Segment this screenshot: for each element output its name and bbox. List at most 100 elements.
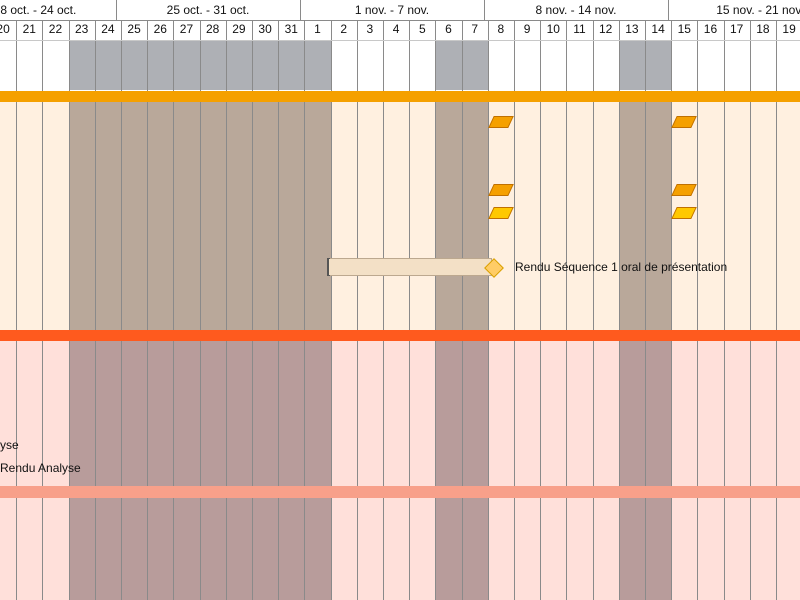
- weekend-header-cell: [121, 40, 148, 90]
- task-label: Rendu Séquence 1 oral de présentation: [515, 260, 728, 274]
- orange-cell: [435, 102, 462, 330]
- header-cell: [592, 40, 619, 90]
- weekend-header-cell: [147, 40, 174, 90]
- day-label: 2: [340, 22, 348, 36]
- grid-line: [540, 20, 541, 600]
- grid-line: [357, 20, 358, 600]
- day-label: 4: [392, 22, 400, 36]
- day-label: 6: [445, 22, 452, 36]
- weekend-header-cell: [278, 40, 305, 90]
- day-label: 30: [258, 22, 272, 36]
- grid-line: [252, 20, 253, 600]
- red-cell: [42, 341, 69, 600]
- header-cell: [330, 40, 357, 90]
- red-cell: [199, 341, 226, 600]
- red-cell: [540, 341, 567, 600]
- weekend-header-cell: [645, 40, 672, 90]
- day-label: 20: [0, 22, 10, 36]
- header-cell: [514, 40, 541, 90]
- day-label: 17: [730, 22, 744, 36]
- day-label: 8: [497, 22, 505, 36]
- header-cell: [0, 40, 17, 90]
- week-label: 15 nov. - 21 nov.: [716, 3, 800, 17]
- day-label: 1: [314, 22, 321, 36]
- day-label: 10: [546, 22, 560, 36]
- day-label: 12: [599, 22, 613, 36]
- task-start-bracket[interactable]: [327, 258, 330, 276]
- red-cell: [645, 341, 672, 600]
- orange-cell: [42, 102, 69, 330]
- week-separator: [484, 0, 485, 20]
- red-cell: [68, 341, 95, 600]
- day-label: 13: [625, 22, 639, 36]
- grid-line: [462, 20, 463, 600]
- red-cell: [514, 341, 541, 600]
- day-label: 3: [366, 22, 374, 36]
- red-cell: [671, 341, 698, 600]
- header-cell: [16, 40, 43, 90]
- red-cell: [16, 341, 43, 600]
- grid-line: [750, 20, 751, 600]
- grid-line: [383, 20, 384, 600]
- red-cell: [461, 341, 488, 600]
- day-label: 7: [471, 22, 479, 36]
- grid-line: [619, 20, 620, 600]
- grid-line: [593, 20, 594, 600]
- group-bar-salmon[interactable]: [0, 486, 800, 498]
- red-cell: [566, 341, 593, 600]
- orange-cell: [592, 102, 619, 330]
- weekend-header-cell: [304, 40, 331, 90]
- weekend-header-cell: [435, 40, 462, 90]
- grid-line: [697, 20, 698, 600]
- orange-cell: [304, 102, 331, 330]
- red-cell: [278, 341, 305, 600]
- orange-cell: [514, 102, 541, 330]
- day-label: 29: [232, 22, 246, 36]
- red-cell: [592, 341, 619, 600]
- orange-cell: [0, 102, 17, 330]
- red-cell: [776, 341, 800, 600]
- weekend-header-cell: [252, 40, 279, 90]
- day-label: 19: [782, 22, 796, 36]
- group-bar-orange[interactable]: [0, 91, 800, 102]
- grid-line: [435, 20, 436, 600]
- week-label: 18 oct. - 24 oct.: [0, 3, 77, 17]
- orange-cell: [776, 102, 800, 330]
- task-bar[interactable]: [327, 258, 492, 276]
- red-cell: [487, 341, 514, 600]
- weekend-header-cell: [225, 40, 252, 90]
- grid-line: [69, 20, 70, 600]
- header-divider: [0, 40, 800, 41]
- weekend-header-cell: [68, 40, 95, 90]
- orange-cell: [147, 102, 174, 330]
- orange-cell: [225, 102, 252, 330]
- orange-cell: [121, 102, 148, 330]
- red-cell: [225, 341, 252, 600]
- orange-cell: [697, 102, 724, 330]
- grid-line: [42, 20, 43, 600]
- red-cell: [94, 341, 121, 600]
- day-label: 5: [418, 22, 426, 36]
- day-label: 18: [756, 22, 770, 36]
- orange-cell: [566, 102, 593, 330]
- grid-line: [409, 20, 410, 600]
- group-bar-red[interactable]: [0, 330, 800, 341]
- orange-cell: [461, 102, 488, 330]
- red-cell: [749, 341, 776, 600]
- header-cell: [671, 40, 698, 90]
- grid-line: [173, 20, 174, 600]
- grid-line: [95, 20, 96, 600]
- header-cell: [383, 40, 410, 90]
- orange-cell: [94, 102, 121, 330]
- week-label: 1 nov. - 7 nov.: [354, 3, 430, 17]
- header-cell: [356, 40, 383, 90]
- grid-line: [514, 20, 515, 600]
- orange-cell: [252, 102, 279, 330]
- red-cell: [147, 341, 174, 600]
- red-cell: [0, 341, 17, 600]
- header-cell: [540, 40, 567, 90]
- day-label: 25: [127, 22, 141, 36]
- header-cell: [697, 40, 724, 90]
- day-label: 23: [75, 22, 89, 36]
- day-label: 24: [101, 22, 115, 36]
